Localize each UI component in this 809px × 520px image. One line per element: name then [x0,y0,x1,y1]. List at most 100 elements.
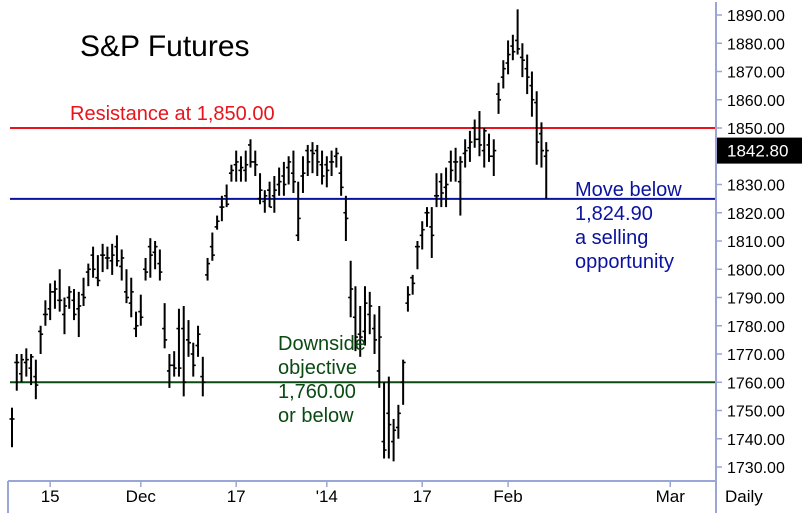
ohlc-bar [319,150,325,185]
ohlc-bar [271,176,277,213]
ohlc-bar [33,359,39,400]
ohlc-bar [505,40,511,75]
y-tick-label: 1810.00 [727,234,785,251]
y-tick-label: 1830.00 [727,178,785,195]
ohlc-bar [119,249,125,281]
ohlc-bar [424,207,430,227]
ohlc-bar [496,82,502,114]
ohlc-bar [429,207,435,258]
y-tick-label: 1870.00 [727,65,785,82]
ohlc-bar [500,60,506,89]
ohlc-bar [162,303,168,349]
ohlc-bar [147,238,153,278]
ohlc-bar [267,181,273,208]
y-tick-label: 1780.00 [727,319,785,336]
ohlc-bar [152,241,158,270]
ohlc-bar [510,34,516,61]
x-tick-label: '14 [316,487,338,506]
ohlc-bar [243,150,249,182]
ohlc-bar [171,351,177,377]
annotation-0-line: opportunity [575,251,674,273]
ohlc-bar [90,246,96,278]
y-tick-label: 1730.00 [727,460,785,477]
ohlc-bar [476,111,482,157]
ohlc-bar [333,147,339,168]
ohlc-bar [329,150,335,177]
x-tick-label: Feb [493,487,522,506]
ohlc-bar [104,246,110,270]
ohlc-bar [472,119,478,148]
ohlc-bar [314,144,320,177]
ohlc-bar [143,257,149,281]
ohlc-bar [262,190,268,213]
ohlc-bar [57,269,63,312]
ohlc-bar [42,300,48,326]
ohlc-bar [9,407,15,448]
ohlc-bar [357,305,363,357]
ohlc-bar [453,147,459,182]
ohlc-bar [85,263,91,287]
annotation-0-line: 1,824.90 [575,203,653,225]
ohlc-bar [219,195,225,222]
ohlc-bar [100,243,106,273]
last-price-box [717,137,802,164]
ohlc-bar [305,144,311,177]
ohlc-bar [515,9,521,55]
ohlc-bar [343,195,349,241]
ohlc-bar [133,311,139,338]
ohlc-bar [23,348,29,377]
ohlc-bar [14,354,20,391]
ohlc-bar [462,139,468,168]
x-tick-label: 15 [41,487,60,506]
ohlc-bar [95,255,101,287]
ohlc-bar [52,280,58,309]
chart-title: S&P Futures [80,30,250,63]
y-tick-label: 1850.00 [727,121,785,138]
level-label-0: Resistance at 1,850.00 [70,103,275,125]
ohlc-bar [481,128,487,168]
ohlc-bar [352,286,358,352]
ohlc-bar [181,305,187,397]
ohlc-bar [457,156,463,216]
y-tick-label: 1880.00 [727,36,785,53]
ohlc-bar [128,277,134,318]
y-tick-label: 1860.00 [727,93,785,110]
ohlc-bar [395,404,401,439]
ohlc-bar [276,167,282,196]
axis-layer: 1730.00 1740.00 1750.00 1760.00 1770.00 1780.… [7,2,802,513]
ohlc-bar [205,257,211,281]
ohlc-bar [214,215,220,230]
ohlc-bar [405,286,411,312]
y-tick-label: 1760.00 [727,375,785,392]
ohlc-bar [310,142,316,174]
ohlc-bar [195,325,201,357]
ohlc-bar [233,150,239,182]
ohlc-bar [238,156,244,182]
ohlc-bar [252,150,258,177]
ohlc-bar [66,286,72,309]
ohlc-bar [19,354,25,383]
bars-layer [9,9,549,462]
ohlc-bar [224,184,230,208]
ohlc-bar [348,260,354,318]
ohlc-bar [519,43,525,78]
y-tick-label: 1750.00 [727,404,785,421]
x-tick-label: 17 [413,487,432,506]
levels-layer: Resistance at 1,850.00 [10,103,716,384]
ohlc-bar [123,269,129,304]
ohlc-bar [391,418,397,462]
ohlc-bar [381,382,387,459]
ohlc-bar [362,286,368,346]
ohlc-bar [61,297,67,335]
x-tick-label: Mar [656,487,686,506]
ohlc-bar [295,181,301,241]
ohlc-bar [209,232,215,261]
ohlc-bar [419,221,425,250]
ohlc-bar [529,71,535,117]
annotation-1-line: objective [278,357,357,379]
ohlc-bar [543,142,549,199]
ohlc-bar [443,167,449,208]
annotation-0-line: a selling [575,227,648,249]
